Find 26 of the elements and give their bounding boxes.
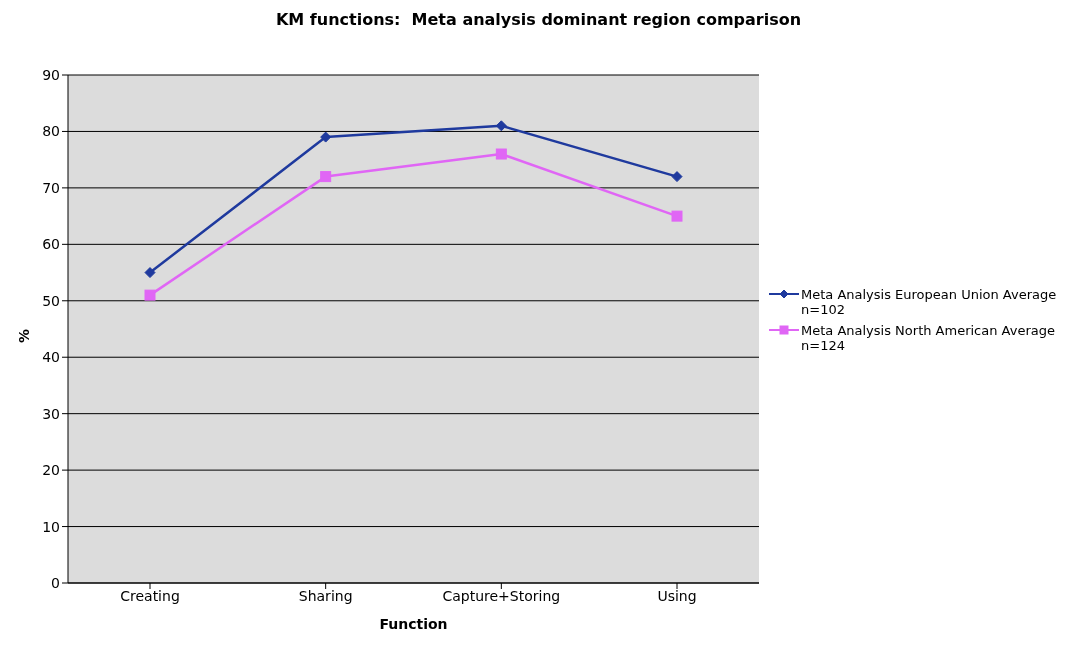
point	[671, 171, 683, 183]
point	[671, 210, 683, 222]
y-tick-label: 10	[42, 518, 60, 535]
y-tick-label: 70	[42, 179, 60, 196]
y-tick-label: 20	[42, 462, 60, 479]
point	[144, 267, 156, 279]
y-tick-label: 80	[42, 123, 60, 140]
point	[495, 148, 507, 160]
y-tick-label: 50	[42, 292, 60, 309]
x-tick-label: Sharing	[298, 587, 353, 604]
point	[144, 289, 156, 301]
point	[320, 171, 332, 183]
y-axis-title: %	[15, 329, 32, 344]
legend-label: Meta Analysis European Union Average n=102	[801, 287, 1058, 317]
y-tick-label: 90	[42, 66, 60, 83]
point	[320, 131, 332, 143]
x-tick-label: Capture+Storing	[442, 587, 561, 604]
x-tick-label: Using	[657, 587, 697, 604]
x-axis-title: Function	[379, 616, 448, 632]
y-tick-label: 60	[42, 236, 60, 253]
y-tick-label: 0	[51, 574, 60, 591]
x-tick-label: Creating	[120, 587, 180, 604]
y-tick-label: 40	[42, 349, 60, 366]
chart-title: KM functions: Meta analysis dominant region comparison	[274, 10, 803, 29]
y-tick-label: 30	[42, 405, 60, 422]
legend-label: Meta Analysis North American Average n=124	[801, 323, 1056, 353]
